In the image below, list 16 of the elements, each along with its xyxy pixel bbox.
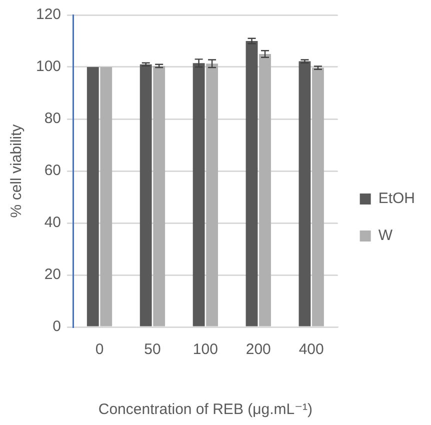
y-tick-label: 80 [44, 110, 62, 128]
legend-label: EtOH [378, 190, 416, 208]
y-tick-label: 60 [44, 162, 62, 180]
x-tick-label: 200 [246, 341, 271, 358]
y-tick-label: 0 [52, 318, 62, 336]
x-tick-label: 0 [95, 341, 104, 358]
x-tick-label: 100 [192, 341, 218, 358]
x-axis-title: Concentration of REB (μg.mL⁻¹) [98, 401, 312, 418]
y-axis-title: % cell viability [8, 124, 26, 218]
y-tick-label: 120 [36, 6, 62, 24]
legend-label: W [378, 227, 394, 244]
x-tick-label: 50 [144, 341, 161, 358]
y-tick-label: 100 [36, 58, 62, 76]
y-tick-label: 40 [44, 214, 62, 232]
x-tick-label: 400 [298, 341, 324, 358]
y-tick-label: 20 [44, 266, 62, 284]
